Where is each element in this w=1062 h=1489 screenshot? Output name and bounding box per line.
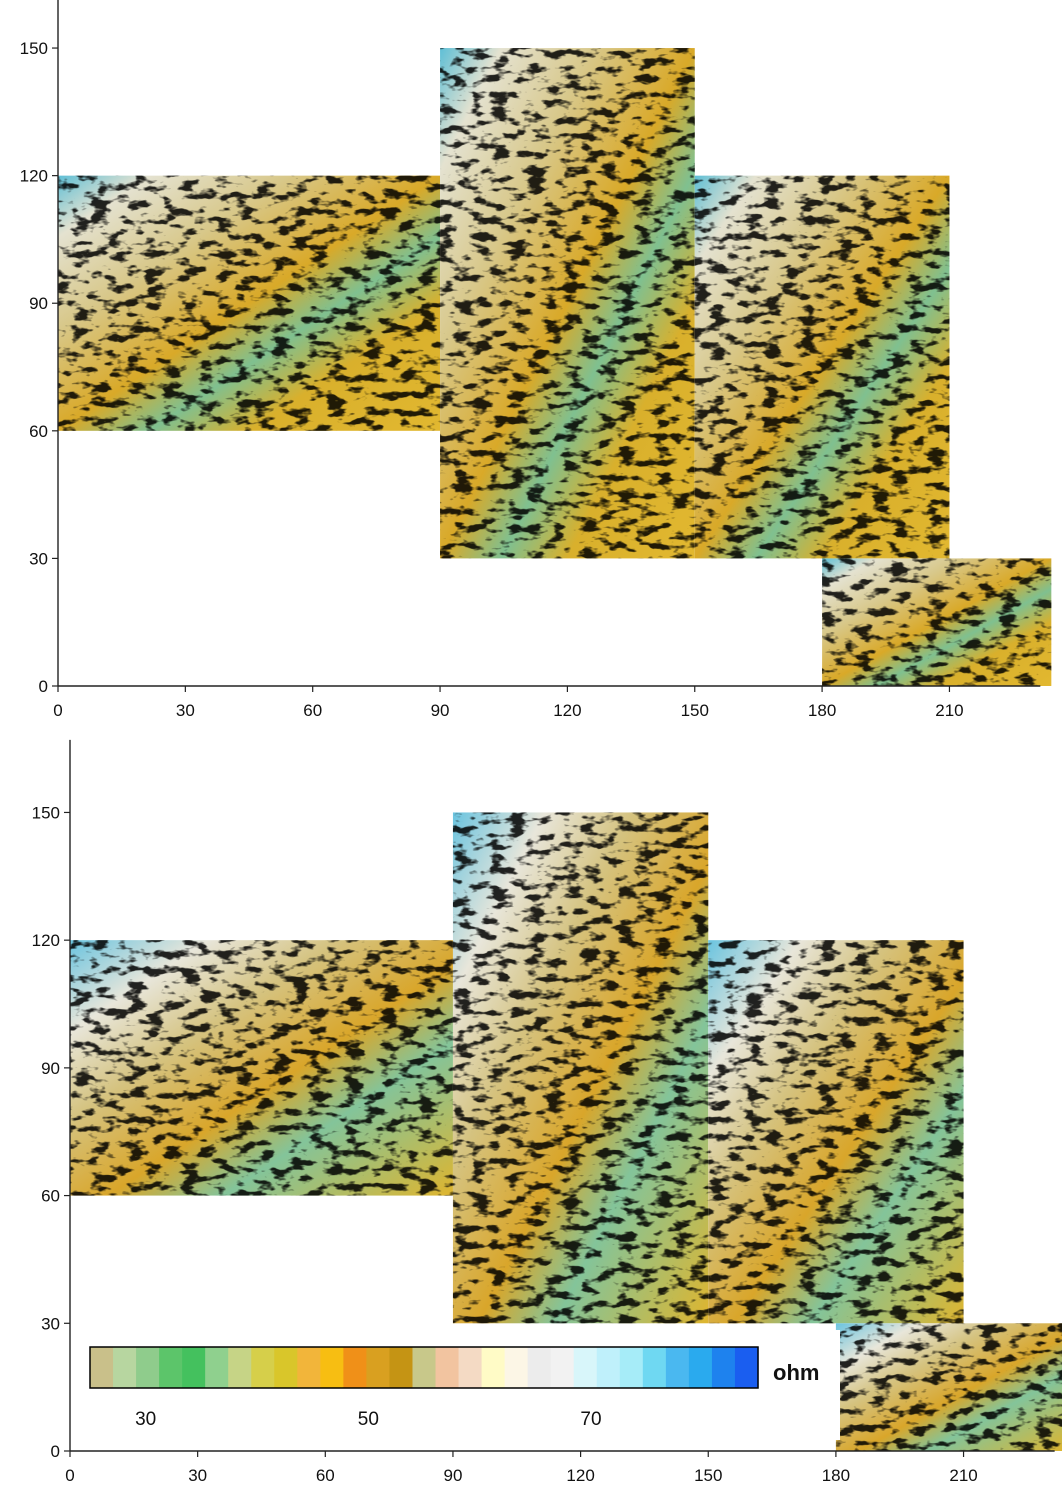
colorbar-swatch (274, 1347, 298, 1388)
x-tick-label: 30 (176, 701, 195, 720)
x-tick-label: 180 (822, 1466, 850, 1485)
colorbar-swatch (320, 1347, 344, 1388)
colorbar-ticks: 30 50 70 (135, 1409, 601, 1430)
x-tick-label: 150 (681, 701, 709, 720)
colorbar-swatch (550, 1347, 575, 1388)
colorbar-swatch (596, 1347, 621, 1388)
y-tick-label: 150 (20, 39, 48, 58)
data-tile (835, 1323, 1062, 1451)
colorbar-frame (89, 1346, 759, 1389)
y-tick-label: 120 (20, 167, 48, 186)
colorbar-swatch (412, 1347, 437, 1388)
y-tick-label: 90 (41, 1059, 60, 1078)
colorbar-swatch (251, 1347, 275, 1388)
x-tick-label: 120 (566, 1466, 594, 1485)
colorbar-swatch (90, 1347, 114, 1388)
colorbar-swatch (113, 1347, 137, 1388)
y-tick-label: 30 (41, 1314, 60, 1333)
colorbar-unit: ohm (773, 1360, 819, 1385)
x-tick-label: 30 (188, 1466, 207, 1485)
colorbar-tick-label: 50 (358, 1409, 379, 1430)
colorbar-tick-label: 70 (580, 1409, 601, 1430)
data-tile (452, 812, 709, 1324)
colorbar-swatch (481, 1347, 506, 1388)
x-tick-label: 120 (553, 701, 581, 720)
chart-panel-bottom: 0 30 60 90 120 150 180 210 0 30 60 90 120 150 (32, 739, 1062, 1485)
colorbar: ohm 30 50 70 (80, 1330, 840, 1440)
colorbar-swatch (619, 1347, 644, 1388)
colorbar-swatch (343, 1347, 368, 1388)
data-tile (708, 940, 964, 1324)
x-tick-label: 210 (949, 1466, 977, 1485)
x-tick-label: 60 (303, 701, 322, 720)
x-tick-label: 90 (431, 701, 450, 720)
colorbar-swatch (688, 1347, 713, 1388)
colorbar-swatch (711, 1347, 736, 1388)
y-tick-label: 60 (41, 1187, 60, 1206)
colorbar-swatch (573, 1347, 598, 1388)
y-tick-label: 60 (29, 422, 48, 441)
y-tick-label: 0 (51, 1442, 60, 1461)
colorbar-swatch (665, 1347, 690, 1388)
colorbar-swatch (228, 1347, 252, 1388)
colorbar-swatches (90, 1347, 759, 1388)
colorbar-swatch (642, 1347, 667, 1388)
chart-panel-top: 0 30 60 90 120 150 180 210 0 30 60 90 120 150 (20, 0, 1052, 720)
y-tick-label: 120 (32, 931, 60, 950)
data-tile (440, 48, 695, 559)
x-tick-label: 90 (443, 1466, 462, 1485)
colorbar-swatch (366, 1347, 391, 1388)
colorbar-swatch (435, 1347, 460, 1388)
colorbar-swatch (136, 1347, 160, 1388)
colorbar-swatch (297, 1347, 321, 1388)
colorbar-swatch (527, 1347, 552, 1388)
x-tick-label: 180 (808, 701, 836, 720)
colorbar-swatch (389, 1347, 414, 1388)
colorbar-tick-label: 30 (135, 1409, 156, 1430)
colorbar-swatch (458, 1347, 483, 1388)
y-tick-label: 30 (29, 549, 48, 568)
x-tick-label: 0 (65, 1466, 74, 1485)
colorbar-swatch (159, 1347, 183, 1388)
colorbar-swatch (182, 1347, 206, 1388)
colorbar-swatch (504, 1347, 529, 1388)
data-tile (822, 558, 1052, 686)
data-tile (58, 175, 441, 431)
x-tick-label: 210 (935, 701, 963, 720)
x-tick-label: 150 (694, 1466, 722, 1485)
y-tick-label: 0 (39, 677, 48, 696)
colorbar-swatch (734, 1347, 759, 1388)
data-tile (694, 175, 950, 559)
y-tick-label: 90 (29, 294, 48, 313)
data-tile (70, 940, 453, 1196)
x-tick-label: 0 (53, 701, 62, 720)
y-tick-label: 150 (32, 803, 60, 822)
colorbar-swatch (205, 1347, 229, 1388)
x-tick-label: 60 (316, 1466, 335, 1485)
